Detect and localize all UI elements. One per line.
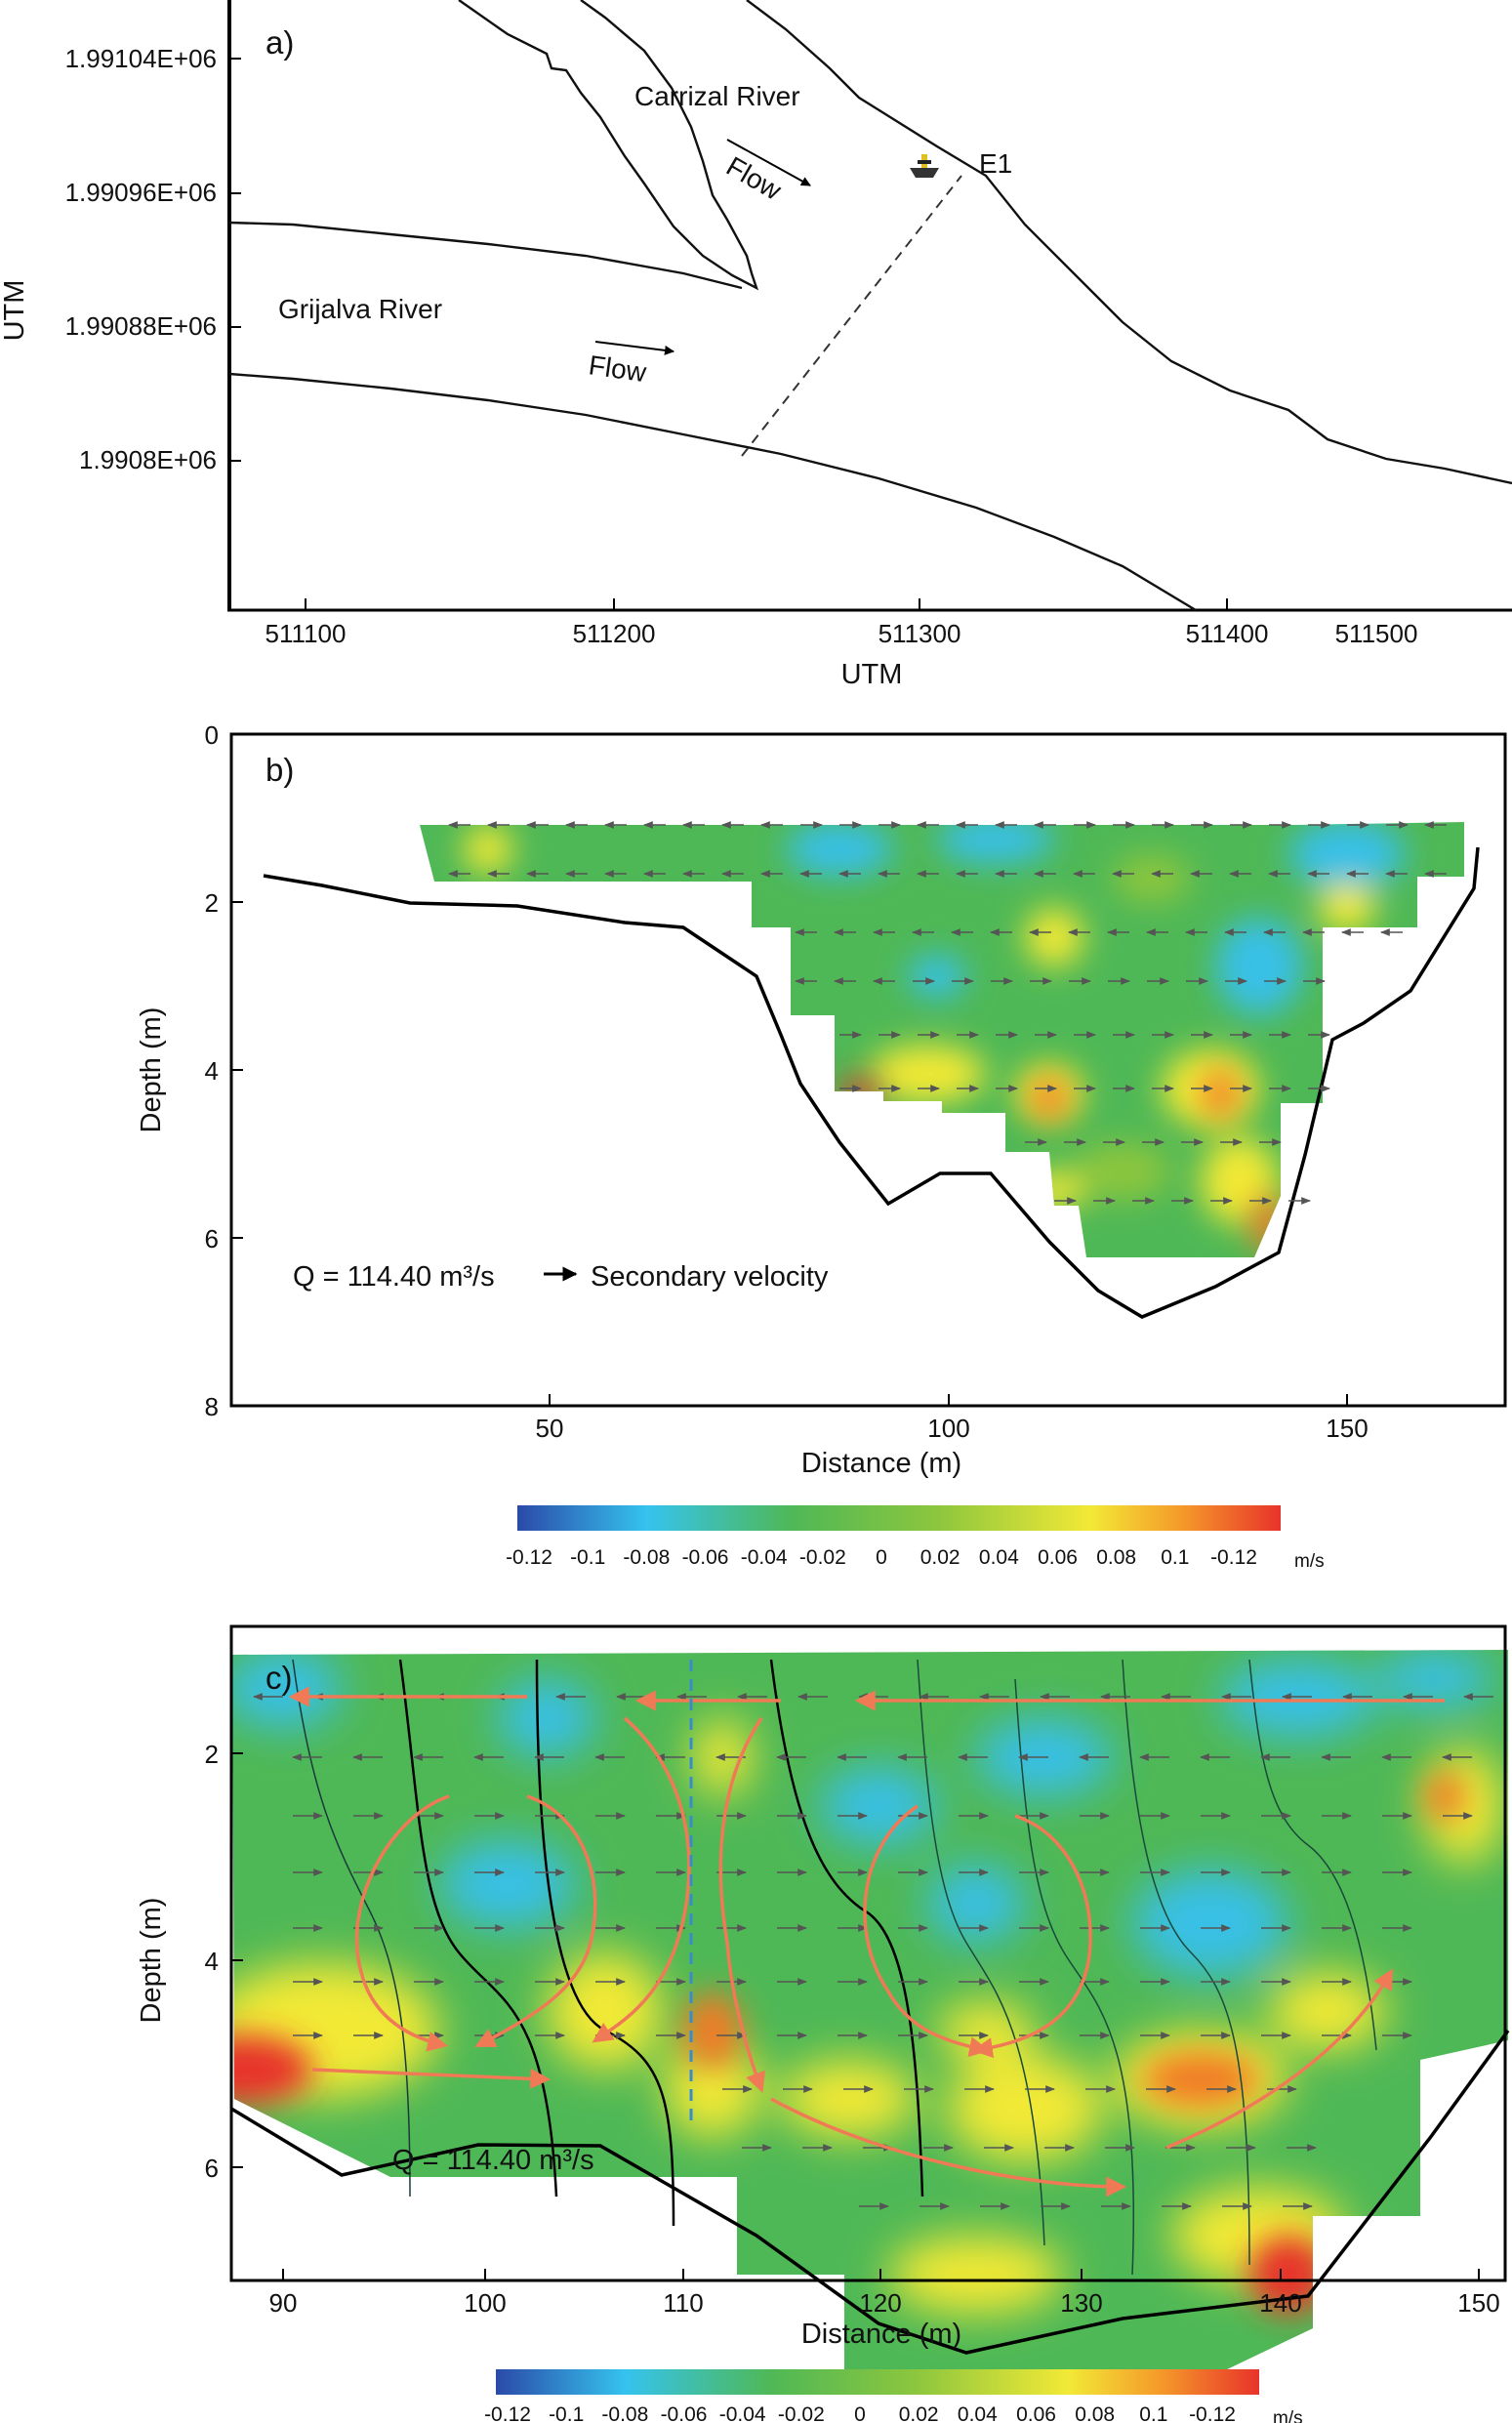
panel-b-x-tick-0: 50: [536, 1414, 564, 1443]
colorbar-top-tick-11: 0.1: [1161, 1546, 1189, 1569]
colorbar-bottom: -0.12 -0.1 -0.08 -0.06 -0.04 -0.02 0 0.02 0.04 0.…: [484, 2369, 1303, 2423]
colorbar-bottom-tick-0: -0.12: [484, 2403, 531, 2423]
panel-c-x-tick-4: 130: [1060, 2288, 1102, 2318]
panel-c-x-tick-3: 120: [859, 2288, 901, 2318]
panel-b-y-tick-2: 4: [205, 1056, 219, 1086]
panel-a-x-title: UTM: [841, 659, 903, 690]
colorbar-top-tick-0: -0.12: [506, 1546, 552, 1569]
panel-b-y-tick-1: 2: [205, 888, 219, 918]
colorbar-bottom-unit: m/s: [1273, 2408, 1303, 2423]
panel-c-discharge: Q = 114.40 m³/s: [392, 2145, 594, 2176]
colorbar-bottom-tick-4: -0.04: [719, 2403, 766, 2423]
colorbar-bottom-tick-1: -0.1: [549, 2403, 584, 2423]
colorbar-top-tick-6: 0: [876, 1546, 887, 1569]
carrizal-north-bank: [458, 0, 759, 291]
panel-a-y-tick-1: 1.99096E+06: [65, 178, 217, 207]
panel-c-x-title: Distance (m): [801, 2319, 961, 2350]
panel-a-x-tick-3: 511400: [1186, 619, 1269, 648]
grijalva-south-bank: [228, 372, 1197, 612]
colorbar-bottom-tick-10: 0.08: [1075, 2403, 1115, 2423]
grijalva-river-label: Grijalva River: [278, 294, 442, 324]
panel-b-label: b): [266, 752, 294, 788]
panel-b-arrow-legend: Secondary velocity: [591, 1261, 829, 1293]
colorbar-top-tick-3: -0.06: [682, 1546, 729, 1569]
panel-a-x-ticks: [305, 598, 1228, 610]
panel-a: 1.99104E+06 1.99096E+06 1.99088E+06 1.99…: [0, 0, 1512, 690]
panel-b-y-tick-0: 0: [205, 720, 219, 750]
colorbar-bottom-tick-11: 0.1: [1139, 2403, 1167, 2423]
panel-c-y-tick-1: 4: [205, 1947, 219, 1976]
colorbar-top-tick-9: 0.06: [1038, 1546, 1078, 1569]
panel-c: 2 4 6 90 100 110 120 130 140 150 Distanc…: [136, 1624, 1510, 2382]
colorbar-top-tick-5: -0.02: [799, 1546, 846, 1569]
panel-a-label: a): [266, 24, 294, 61]
station-e1-label: E1: [979, 148, 1012, 179]
flow-label-1: Flow: [721, 150, 787, 206]
colorbar-top-tick-7: 0.02: [920, 1546, 960, 1569]
colorbar-bottom-bar: [496, 2369, 1259, 2395]
colorbar-bottom-tick-3: -0.06: [661, 2403, 708, 2423]
colorbar-bottom-tick-8: 0.04: [958, 2403, 998, 2423]
panel-b-x-tick-1: 100: [927, 1414, 969, 1443]
panel-c-label: c): [266, 1660, 293, 1696]
panel-a-x-tick-4: 511500: [1335, 619, 1418, 648]
panel-a-y-tick-0: 1.99104E+06: [65, 44, 217, 73]
colorbar-bottom-tick-5: -0.02: [778, 2403, 825, 2423]
carrizal-east-bank: [746, 0, 1512, 485]
panel-c-x-tick-1: 100: [464, 2288, 506, 2318]
colorbar-top-tick-2: -0.08: [623, 1546, 670, 1569]
panel-a-y-tick-2: 1.99088E+06: [65, 311, 217, 341]
panel-c-x-tick-6: 150: [1457, 2288, 1499, 2318]
panel-c-x-tick-0: 90: [269, 2288, 298, 2318]
panel-c-frame: [229, 1624, 1507, 2282]
colorbar-top-tick-4: -0.04: [741, 1546, 788, 1569]
colorbar-top: -0.12 -0.1 -0.08 -0.06 -0.04 -0.02 0 0.02 0.04 0.…: [506, 1505, 1325, 1572]
flow-arrow-2: [594, 341, 674, 355]
colorbar-top-tick-12: -0.12: [1210, 1546, 1257, 1569]
flow-label-2: Flow: [587, 349, 649, 388]
colorbar-bottom-tick-12: -0.12: [1189, 2403, 1236, 2423]
panel-b-x-title: Distance (m): [801, 1448, 961, 1479]
colorbar-top-tick-10: 0.08: [1096, 1546, 1136, 1569]
panel-c-y-tick-2: 6: [205, 2154, 219, 2183]
panel-a-y-tick-3: 1.9908E+06: [79, 445, 217, 474]
colorbar-bottom-tick-7: 0.02: [899, 2403, 939, 2423]
panel-b-bed-line: [263, 846, 1480, 1319]
colorbar-bottom-tick-2: -0.08: [601, 2403, 648, 2423]
transect-line: [741, 175, 962, 457]
panel-c-x-tick-2: 110: [663, 2288, 703, 2318]
colorbar-top-bar: [517, 1505, 1281, 1531]
panel-c-circulation-arrows: [288, 1686, 1445, 2197]
colorbar-top-unit: m/s: [1294, 1551, 1325, 1572]
boat-icon: [910, 154, 939, 178]
panel-a-y-ticks: [229, 58, 241, 462]
panel-a-y-title: UTM: [0, 280, 30, 342]
panel-b-discharge: Q = 114.40 m³/s: [293, 1261, 495, 1293]
carrizal-river-label: Carrizal River: [634, 81, 800, 111]
panel-b-vectors: [448, 821, 1447, 1205]
panel-a-x-tick-2: 511300: [879, 619, 961, 648]
panel-c-streamlines: [292, 1659, 1377, 2276]
flow-arrow-1: [726, 139, 811, 186]
panel-b: 0 2 4 6 8 50 100 150 Distance (m) Depth …: [136, 720, 1507, 1479]
colorbar-top-tick-1: -0.1: [570, 1546, 605, 1569]
panel-a-x-tick-0: 511100: [266, 619, 347, 648]
colorbar-bottom-tick-9: 0.06: [1016, 2403, 1056, 2423]
colorbar-bottom-tick-6: 0: [854, 2403, 866, 2423]
panel-c-x-tick-5: 140: [1259, 2288, 1301, 2318]
panel-a-x-tick-1: 511200: [573, 619, 656, 648]
panel-c-bed-line: [230, 2029, 1510, 2355]
panel-b-y-title: Depth (m): [136, 1007, 167, 1133]
panel-b-y-tick-3: 6: [205, 1224, 219, 1253]
panel-c-vectors: [253, 1693, 1493, 2210]
panel-b-y-tick-4: 8: [205, 1392, 219, 1421]
panel-c-y-title: Depth (m): [136, 1898, 167, 2024]
panel-b-heatmap: [420, 822, 1464, 1257]
colorbar-top-tick-8: 0.04: [979, 1546, 1019, 1569]
grijalva-north-bank: [228, 221, 743, 290]
panel-c-y-tick-0: 2: [205, 1740, 219, 1769]
panel-b-x-tick-2: 150: [1326, 1414, 1368, 1443]
